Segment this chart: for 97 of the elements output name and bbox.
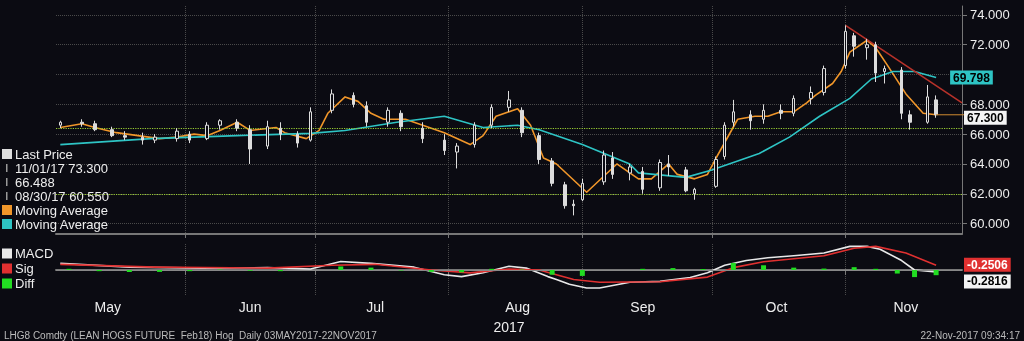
candlestick	[874, 41, 877, 83]
x-tick-label: Jun	[238, 299, 262, 315]
candlestick	[153, 133, 157, 144]
legend-label: Last Price	[15, 146, 73, 162]
candlestick	[641, 166, 644, 195]
candlestick	[279, 121, 282, 141]
annotation: 08/30/17 60.550	[15, 188, 109, 204]
candlestick	[581, 178, 584, 202]
candlestick	[900, 66, 903, 120]
x-tick-label: Oct	[765, 299, 788, 315]
candlestick	[723, 121, 726, 160]
candlestick	[123, 130, 127, 141]
legend-label: MACD	[15, 246, 54, 261]
candlestick	[399, 109, 403, 132]
candlestick	[779, 103, 783, 120]
candlestick	[490, 103, 493, 129]
candlestick	[693, 187, 696, 201]
candlestick	[93, 120, 97, 132]
text: LHG8 Comdty (LEAN HOGS FUTURE Feb18) Hog Daily 03MAY2017-22NOV2017	[4, 329, 378, 341]
text: 22-Nov-2017 09:34:17	[920, 329, 1021, 341]
candlestick	[883, 65, 886, 84]
x-axis-title: 2017	[493, 319, 525, 335]
candlestick	[365, 100, 368, 128]
candlestick	[296, 130, 299, 149]
data-label: 69.798	[953, 70, 991, 85]
bar	[549, 270, 555, 275]
candlestick	[934, 94, 938, 119]
candlestick	[550, 157, 554, 187]
candlestick	[141, 132, 144, 146]
candlestick	[732, 99, 735, 128]
candlestick	[762, 103, 765, 125]
bar	[912, 270, 918, 278]
x-tick-label: Nov	[893, 299, 919, 315]
candlestick	[852, 32, 856, 58]
candlestick	[443, 133, 446, 156]
legend-label: Diff	[15, 276, 35, 291]
y-tick-label: 62.000	[970, 186, 1010, 202]
candlestick	[330, 88, 334, 114]
candlestick	[80, 118, 84, 128]
candlestick	[352, 91, 355, 108]
candlestick	[684, 166, 688, 193]
legend-label: Sig	[15, 261, 34, 276]
candlestick	[421, 121, 424, 144]
bar	[894, 270, 900, 274]
candlestick	[175, 127, 179, 143]
candlestick	[667, 154, 670, 177]
x-tick-label: Jul	[366, 299, 385, 315]
bar	[730, 262, 736, 270]
candlestick	[235, 118, 239, 132]
candlestick	[926, 84, 929, 125]
candlestick	[248, 124, 252, 165]
bar	[761, 265, 767, 270]
candlestick	[908, 109, 912, 131]
x-tick-label: May	[94, 299, 121, 315]
candlestick	[520, 106, 524, 138]
candlestick	[822, 65, 826, 96]
candlestick	[628, 163, 632, 181]
candlestick	[507, 90, 511, 113]
candlestick	[809, 85, 813, 105]
candlestick	[792, 94, 795, 117]
y-tick-label: 74.000	[970, 7, 1010, 23]
y-tick-label: 66.000	[970, 126, 1010, 142]
candlestick	[844, 24, 847, 70]
candlestick	[455, 142, 459, 169]
candlestick	[386, 106, 390, 128]
y-tick-label: 68.000	[970, 96, 1010, 112]
candlestick	[309, 106, 312, 143]
bar	[851, 267, 857, 270]
legend-label: Moving Average	[15, 202, 108, 218]
candlestick	[188, 130, 191, 144]
text: -0.2506	[967, 257, 1009, 272]
y-tick-label: 64.000	[970, 156, 1010, 172]
candlestick	[205, 121, 209, 141]
candlestick	[714, 156, 718, 189]
candlestick	[865, 38, 869, 61]
candlestick	[572, 199, 575, 216]
candlestick	[537, 132, 541, 165]
bar	[338, 266, 344, 270]
candlestick	[658, 158, 662, 192]
candlestick	[749, 109, 752, 131]
candlestick	[563, 181, 567, 210]
candlestick	[266, 120, 269, 150]
text: 66.488	[15, 174, 55, 190]
candlestick	[110, 126, 114, 138]
x-tick-label: Aug	[505, 299, 531, 315]
candlestick	[611, 151, 614, 180]
y-tick-label: 60.000	[970, 216, 1010, 232]
y-tick-label: 72.000	[970, 37, 1010, 53]
annotation: 67.300	[967, 110, 1005, 125]
candlestick	[602, 150, 606, 186]
text: -0.2816	[967, 274, 1009, 289]
candlestick	[473, 121, 476, 149]
annotation: 11/01/17 73.300	[15, 160, 109, 176]
candlestick	[59, 120, 62, 129]
bar	[933, 270, 939, 276]
candlestick	[218, 118, 222, 131]
x-tick-label: Sep	[630, 299, 656, 315]
